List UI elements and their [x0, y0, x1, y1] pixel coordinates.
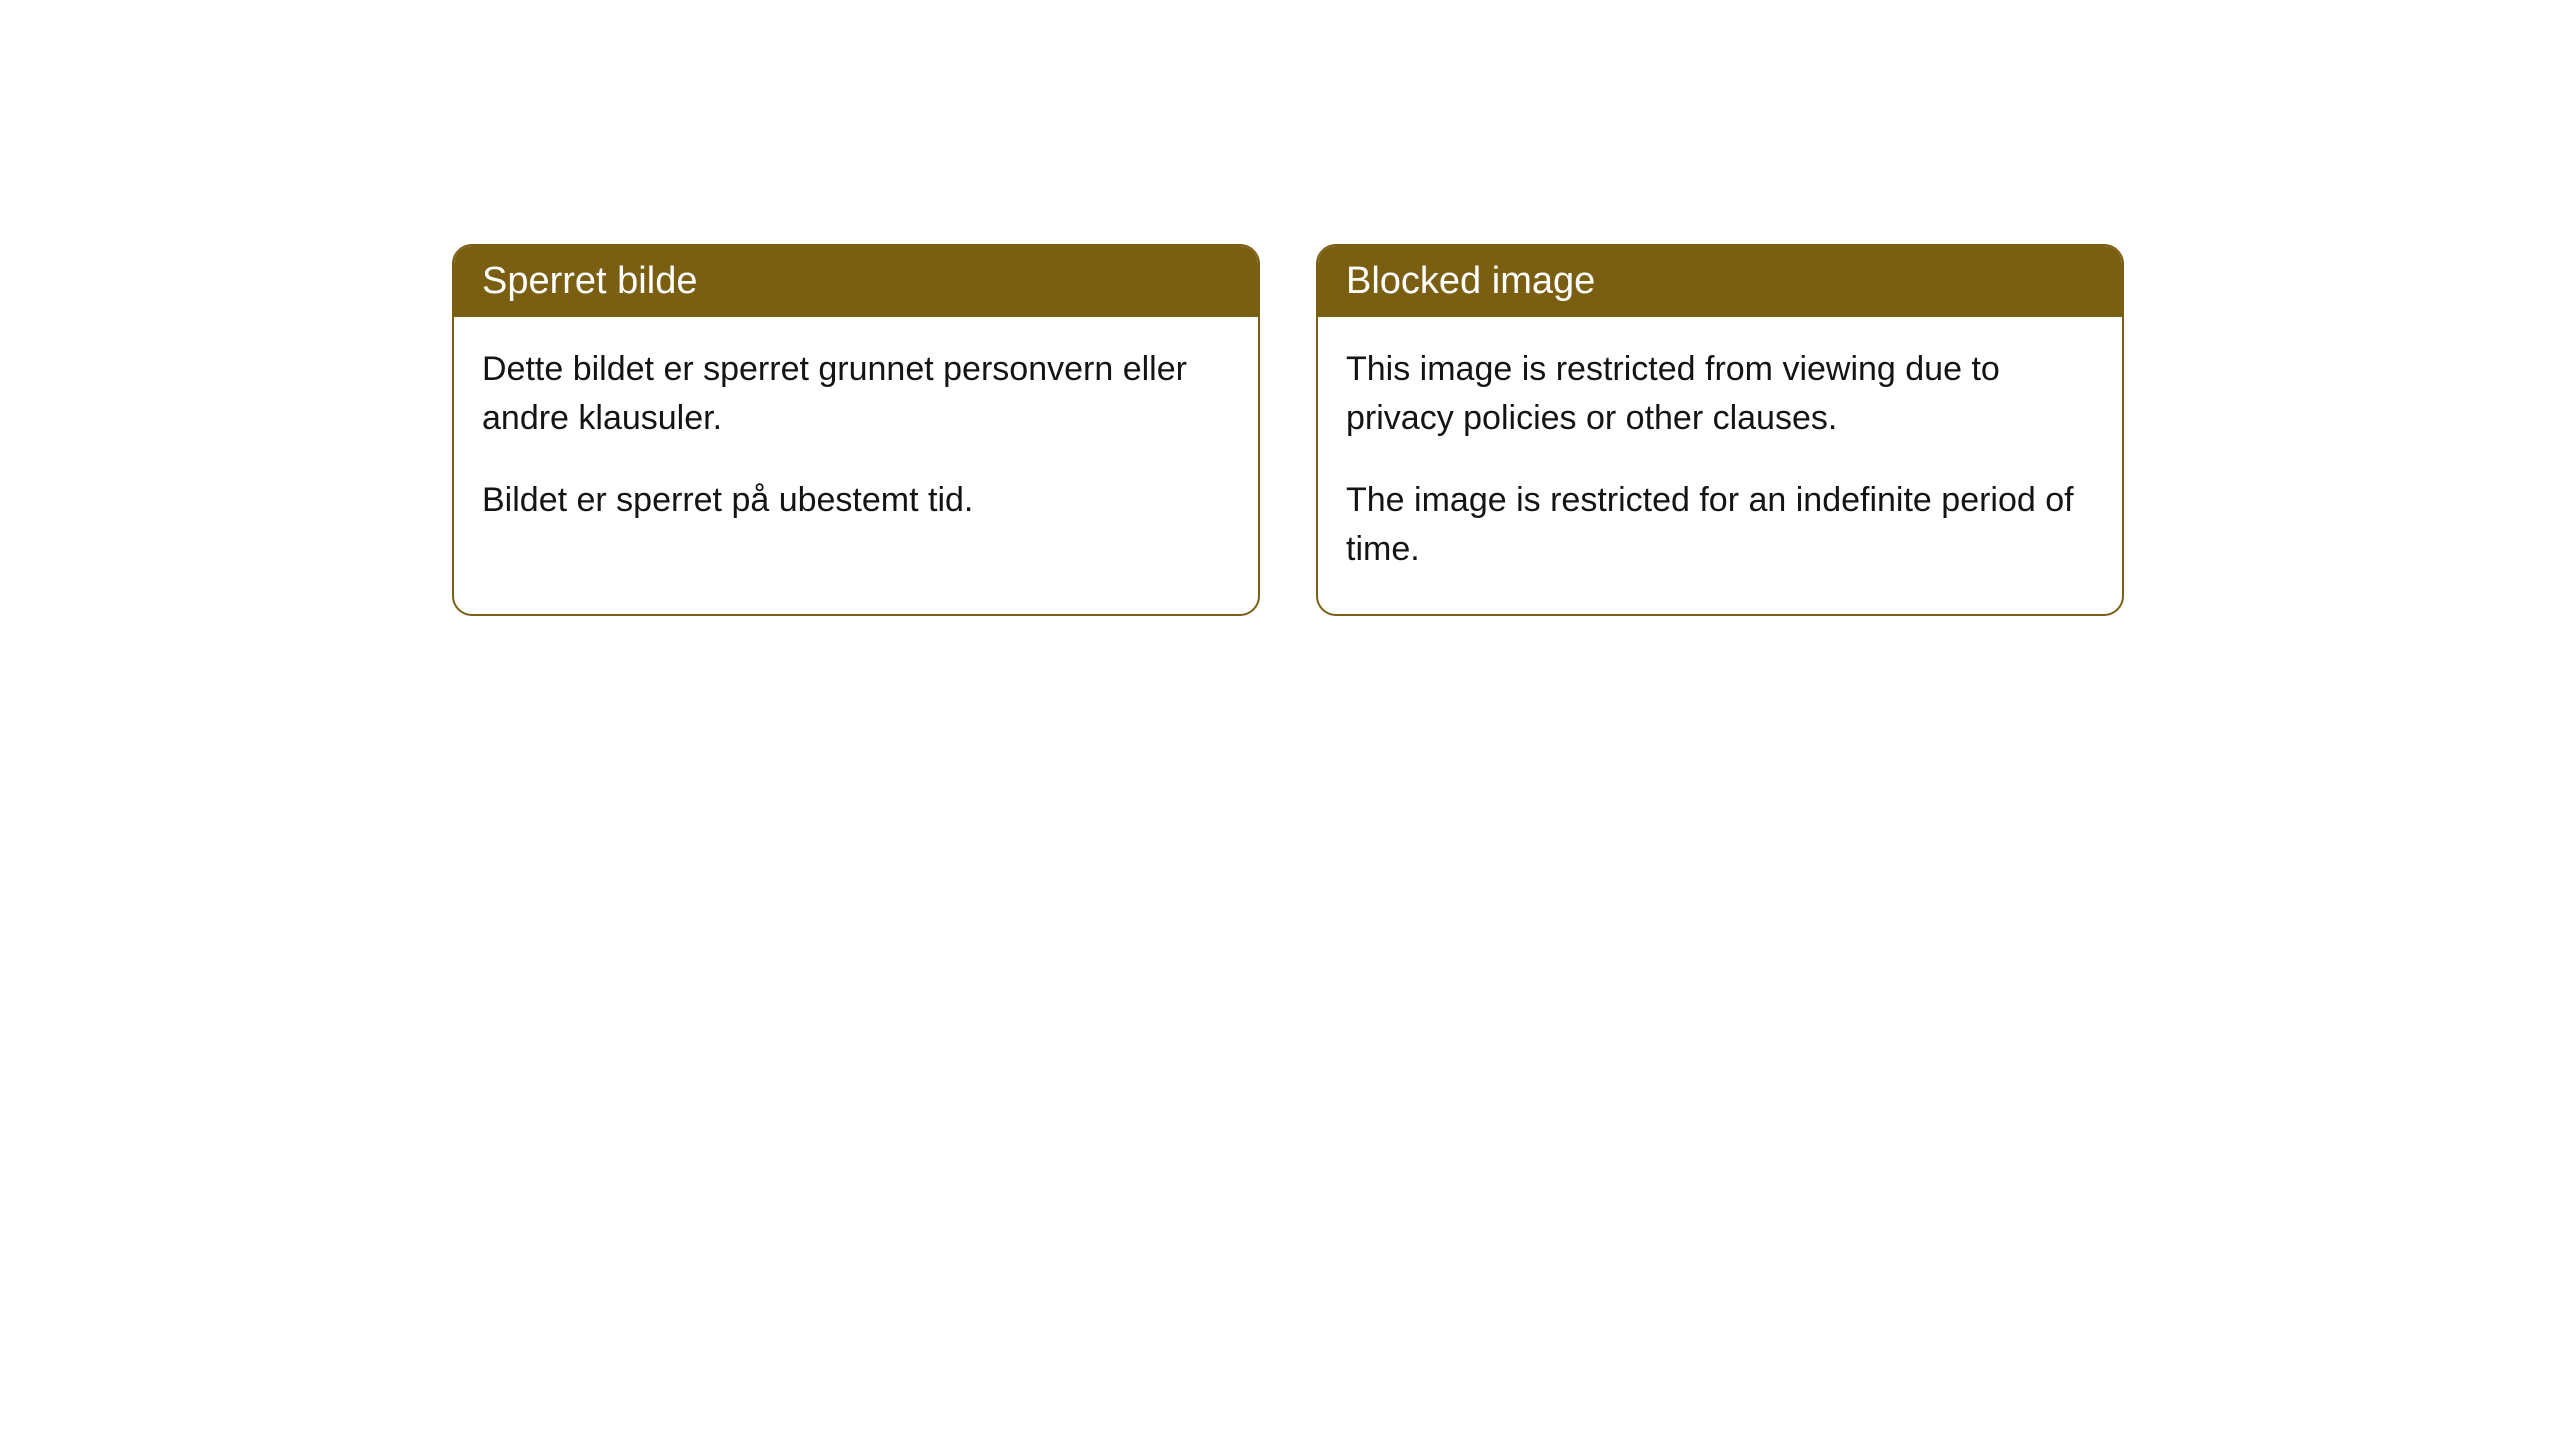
- notice-card-english: Blocked image This image is restricted f…: [1316, 244, 2124, 616]
- card-paragraph: The image is restricted for an indefinit…: [1346, 476, 2094, 575]
- card-body: Dette bildet er sperret grunnet personve…: [454, 317, 1258, 565]
- card-title: Blocked image: [1346, 260, 1595, 302]
- card-paragraph: Dette bildet er sperret grunnet personve…: [482, 345, 1230, 444]
- card-paragraph: Bildet er sperret på ubestemt tid.: [482, 476, 1230, 525]
- card-body: This image is restricted from viewing du…: [1318, 317, 2122, 614]
- card-paragraph: This image is restricted from viewing du…: [1346, 345, 2094, 444]
- card-header: Blocked image: [1318, 246, 2122, 317]
- notice-card-norwegian: Sperret bilde Dette bildet er sperret gr…: [452, 244, 1260, 616]
- card-title: Sperret bilde: [482, 260, 697, 302]
- notice-cards-container: Sperret bilde Dette bildet er sperret gr…: [0, 0, 2560, 616]
- card-header: Sperret bilde: [454, 246, 1258, 317]
